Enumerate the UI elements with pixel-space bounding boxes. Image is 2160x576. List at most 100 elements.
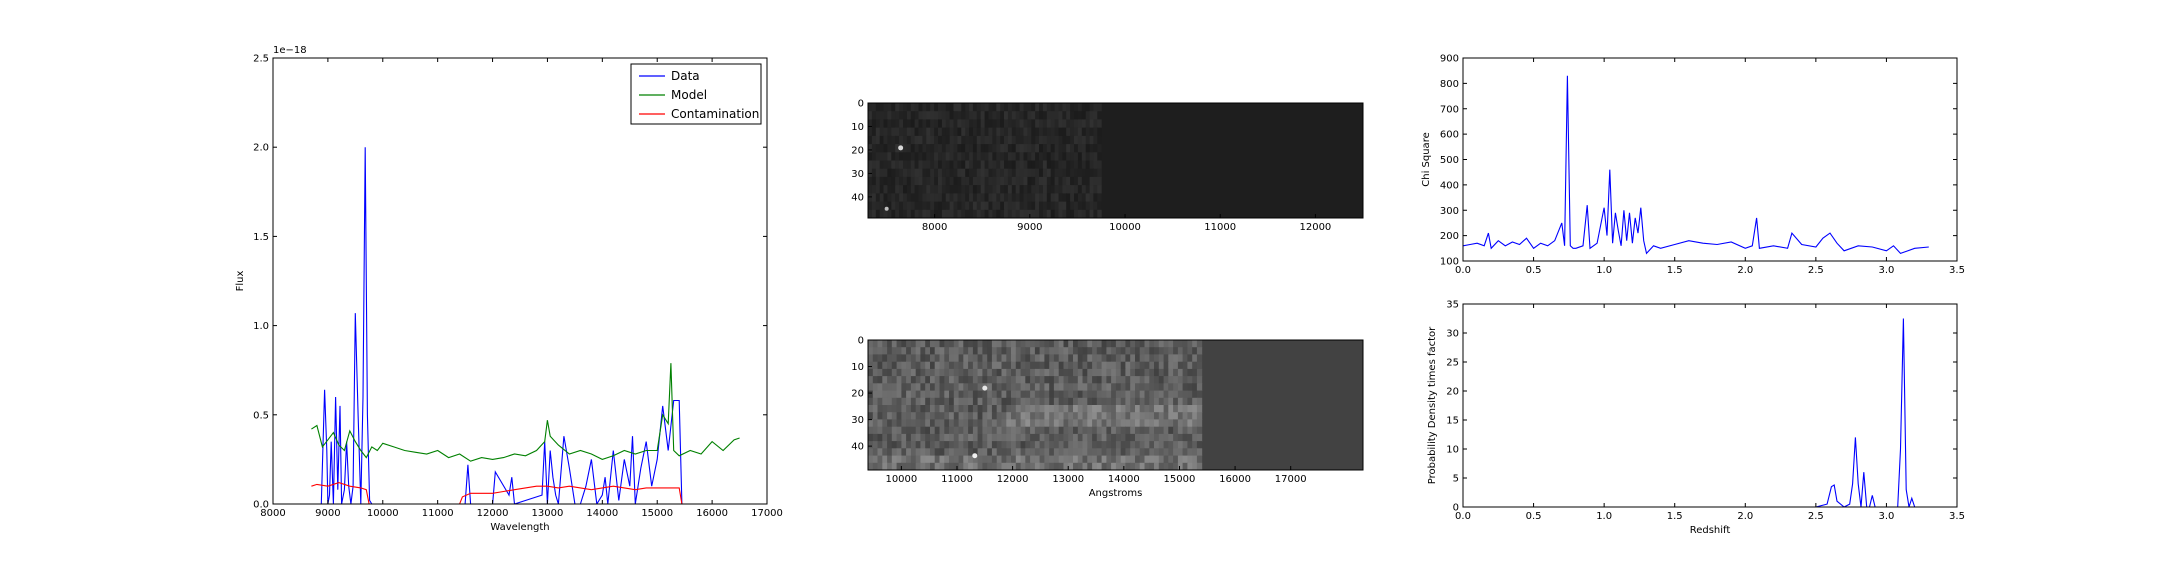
image-pixel — [877, 419, 883, 428]
image-pixel — [984, 119, 989, 129]
image-pixel — [1074, 144, 1079, 153]
image-pixel — [944, 426, 950, 435]
image-pixel — [1023, 176, 1028, 186]
image-pixel — [1011, 135, 1017, 145]
image-pixel — [1130, 433, 1136, 442]
image-pixel — [1034, 383, 1041, 391]
image-pixel — [1006, 397, 1012, 406]
image-pixel — [980, 209, 986, 219]
image-pixel — [1035, 168, 1040, 178]
image-pixel — [938, 185, 943, 194]
image-pixel — [1192, 397, 1198, 406]
image-pixel — [961, 176, 966, 186]
x-tick-label: 12000 — [997, 474, 1029, 485]
image-pixel — [903, 103, 908, 112]
image-pixel — [987, 405, 993, 413]
image-pixel — [1158, 448, 1165, 456]
image-pixel — [949, 111, 954, 120]
image-pixel — [996, 361, 1002, 370]
image-pixel — [991, 419, 998, 428]
image-pixel — [1077, 354, 1084, 363]
image-pixel — [1015, 185, 1021, 194]
image-pixel — [969, 185, 974, 194]
image-pixel — [1058, 193, 1063, 203]
image-pixel — [996, 111, 1001, 120]
image-pixel — [953, 193, 958, 203]
image-pixel — [1092, 405, 1098, 413]
image-pixel — [1111, 361, 1117, 370]
image-pixel — [895, 111, 900, 120]
image-pixel — [1068, 368, 1074, 377]
image-pixel — [1139, 462, 1145, 471]
image-pixel — [1077, 340, 1084, 348]
image-pixel — [1025, 462, 1031, 471]
image-pixel — [1039, 462, 1045, 471]
image-pixel — [980, 144, 986, 153]
image-pixel — [1066, 168, 1071, 178]
image-pixel — [976, 193, 982, 203]
image-pixel — [957, 144, 962, 153]
image-pixel — [1011, 119, 1017, 129]
image-pixel — [1058, 176, 1063, 186]
image-pixel — [1081, 201, 1087, 211]
image-pixel — [925, 433, 931, 442]
image-pixel — [910, 433, 917, 442]
image-pixel — [976, 127, 982, 137]
image-pixel — [1144, 383, 1150, 391]
image-pixel — [1106, 441, 1112, 449]
image-pixel — [953, 168, 958, 178]
y-tick-label: 0 — [858, 99, 864, 110]
image-pixel — [1044, 397, 1050, 406]
image-pixel — [1168, 354, 1174, 363]
image-pixel — [949, 193, 954, 203]
image-pixel — [1044, 354, 1050, 363]
image-pixel — [1015, 111, 1021, 120]
image-pixel — [901, 433, 907, 442]
image-pixel — [939, 347, 945, 355]
image-pixel — [1168, 448, 1174, 456]
image-pixel — [914, 127, 919, 137]
image-pixel — [977, 455, 983, 464]
image-pixel — [1081, 119, 1087, 129]
image-pixel — [1039, 361, 1045, 370]
image-pixel — [1068, 361, 1074, 370]
image-pixel — [1085, 152, 1091, 161]
image-pixel — [1035, 111, 1040, 120]
image-pixel — [1077, 119, 1083, 129]
image-pixel — [991, 426, 998, 435]
x-tick-label: 0.5 — [1526, 511, 1542, 522]
image-pixel — [1097, 176, 1102, 186]
image-pixel — [875, 144, 881, 153]
image-pixel — [915, 455, 921, 464]
image-pixel — [1168, 376, 1174, 384]
image-pixel — [934, 433, 940, 442]
image-pixel — [1115, 455, 1122, 464]
image-pixel — [1001, 397, 1007, 406]
image-pixel — [1139, 448, 1145, 456]
image-pixel — [1096, 433, 1103, 442]
image-pixel — [875, 209, 881, 219]
image-pixel — [1034, 405, 1041, 413]
image-pixel — [1081, 111, 1087, 120]
image-pixel — [991, 441, 998, 449]
image-pixel — [1001, 368, 1007, 377]
image-pixel — [1049, 412, 1055, 420]
image-pixel — [1044, 412, 1050, 420]
image-pixel — [1006, 412, 1012, 420]
image-pixel — [1163, 412, 1169, 420]
image-pixel — [877, 433, 883, 442]
image-pixel — [914, 152, 919, 161]
series-line-line — [1463, 318, 1929, 507]
image-pixel — [1019, 176, 1024, 186]
image-pixel — [1101, 390, 1107, 399]
image-pixel — [1125, 368, 1131, 377]
image-pixel — [1182, 412, 1188, 420]
image-pixel — [987, 390, 993, 399]
image-pixel — [1093, 135, 1098, 145]
image-pixel — [930, 135, 935, 145]
image-pixel — [1097, 201, 1102, 211]
image-pixel — [1019, 160, 1024, 170]
image-pixel — [1030, 361, 1036, 370]
image-pixel — [1139, 433, 1145, 442]
image-pixel — [988, 144, 993, 153]
